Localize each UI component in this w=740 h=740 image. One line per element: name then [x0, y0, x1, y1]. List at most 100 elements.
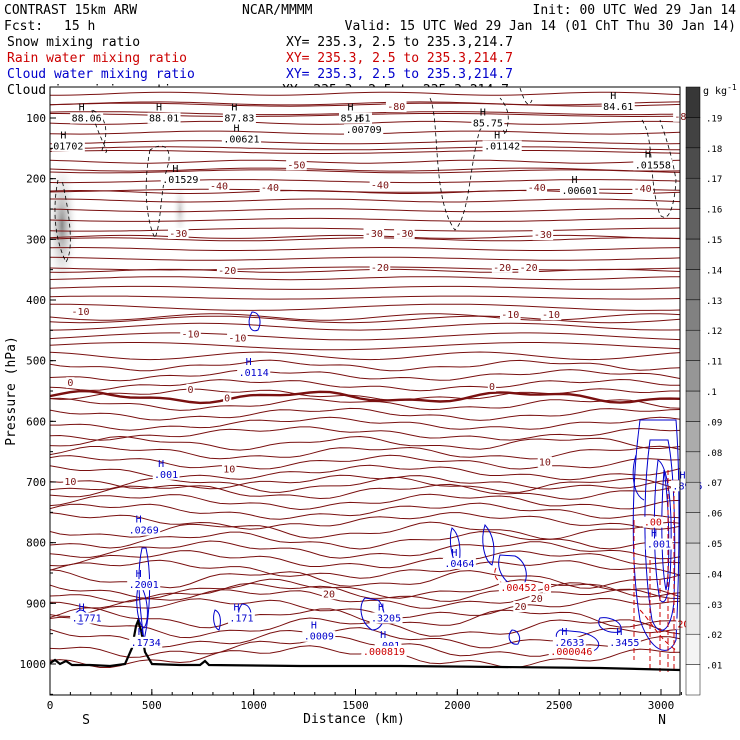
label-bg — [491, 261, 513, 273]
x-end-south: S — [82, 713, 90, 728]
cloud-label-value: .1734 — [131, 638, 161, 649]
label-bg — [223, 392, 232, 404]
valid-time: Valid: 15 UTC Wed 29 Jan 14 (01 ChT Thu … — [345, 19, 736, 34]
temp-labels-value: -40 — [634, 184, 652, 195]
cloud-label-value: .2001 — [129, 580, 159, 591]
label-bg — [168, 227, 189, 239]
temp-labels-value: 20 — [514, 602, 526, 613]
label-bg — [147, 112, 181, 124]
colorbar-tick-label: .09 — [706, 418, 722, 428]
temperature-contour-line — [50, 198, 680, 203]
label-bg — [633, 159, 673, 171]
colorbar-unit: g kg-1 — [703, 83, 737, 97]
temp-labels-value: -80 — [387, 102, 405, 113]
label-bg — [542, 582, 552, 594]
temp-labels-value: 0 — [489, 382, 495, 393]
temp-labels-value: -10 — [72, 307, 90, 318]
colorbar-cell — [685, 542, 701, 574]
rain-label-value: .00452 — [500, 583, 536, 594]
label-bg — [70, 612, 104, 624]
snow-label-group-h-marker: H — [172, 164, 178, 175]
x-tick-label: 1000 — [240, 699, 267, 712]
cloud-label-group-h-marker: H — [136, 515, 142, 526]
cloud-label-group-h-marker: H — [561, 627, 567, 638]
label-bg — [363, 227, 385, 239]
colorbar-tick-label: .07 — [706, 479, 722, 489]
cloud-label-group-h-marker: H — [380, 630, 386, 641]
label-bg — [152, 468, 180, 480]
label-bg — [394, 227, 415, 239]
label-bg — [540, 309, 562, 321]
label-bg — [51, 140, 85, 152]
x-axis-label: Distance (km) — [303, 712, 405, 727]
label-bg — [529, 593, 544, 605]
temp-labels-value: -40 — [371, 180, 389, 191]
temperature-contour-line — [50, 285, 680, 290]
snow-label-value: .00621 — [223, 134, 259, 145]
temperature-contour-line — [50, 607, 680, 629]
cloud-contour — [482, 524, 495, 566]
label-bg — [642, 516, 664, 528]
legend-cloudwater-name: Cloud water mixing ratio — [7, 67, 195, 82]
y-axis-label: Pressure (hPa) — [4, 336, 19, 446]
colorbar-cell — [685, 269, 701, 301]
temperature-contour-line — [50, 159, 680, 164]
y-tick-label: 600 — [26, 415, 46, 428]
snow-label-value: 01702 — [53, 142, 83, 153]
snow-label-group-h-marker: H — [480, 107, 486, 118]
temperature-contour-line — [50, 179, 680, 184]
temperature-contour-line — [50, 101, 680, 106]
label-bg — [227, 332, 248, 344]
label-bg — [632, 183, 653, 195]
temperature-contour-line — [50, 295, 680, 300]
colorbar-tick-label: .11 — [706, 358, 722, 368]
x-axis: 0 500 1000 1500 2000 2500 3000 — [47, 689, 682, 712]
temperature-contour-line — [50, 276, 680, 281]
temp-labels-value: -30 — [534, 230, 552, 241]
snow-label-group-h-marker: H — [156, 103, 162, 114]
cloud-label-group-h-marker: H — [233, 603, 239, 614]
label-bg — [498, 582, 539, 594]
colorbar-cell — [685, 299, 701, 331]
rain-label-value: 20 — [677, 620, 689, 631]
colorbar-cell — [685, 360, 701, 392]
temp-labels-value: -10 — [228, 333, 246, 344]
snow-contour — [91, 109, 107, 153]
colorbar-cell — [685, 512, 701, 544]
colorbar-cell — [685, 208, 701, 240]
y-tick-label: 400 — [26, 294, 46, 307]
temperature-contour-line — [50, 268, 680, 273]
snow-label-group-h-marker: H — [572, 175, 578, 186]
label-bg — [601, 101, 635, 113]
colorbar: .01 .02 .03 .04 .05 .06 .07 .08 .09 .1 .11 .12 .13 .1… — [685, 86, 722, 696]
snow-label-group-h-marker: H — [79, 103, 85, 114]
temperature-contour-line — [50, 493, 680, 511]
snow-label-value: .01142 — [484, 142, 520, 153]
temp-labels-value: 10 — [223, 464, 235, 475]
cloud-contour — [248, 311, 261, 332]
temperature-contour-line — [50, 246, 680, 251]
colorbar-cell — [685, 177, 701, 209]
cloud-label-value: .2633 — [554, 638, 584, 649]
temp-labels-value: -30 — [365, 229, 383, 240]
colorbar-tick-label: .17 — [706, 175, 722, 185]
temperature-contour-line — [50, 140, 680, 145]
rain-label-value: .00 — [644, 518, 662, 529]
temp-labels-value: -40 — [528, 183, 546, 194]
temp-labels-value: -40 — [261, 183, 279, 194]
snow-label-group-h-marker: H — [610, 91, 616, 102]
temperature-contour-line — [50, 378, 680, 392]
colorbar-tick-label: .04 — [706, 570, 722, 580]
label-bg — [548, 645, 595, 657]
temp-labels-value: 20 — [323, 589, 335, 600]
temp-labels-value: -30 — [169, 229, 187, 240]
label-bg — [676, 618, 691, 630]
temperature-contour-line — [50, 502, 680, 520]
cloud-label-value: .3455 — [609, 638, 639, 649]
label-bg — [374, 639, 402, 651]
init-time: Init: 00 UTC Wed 29 Jan 14 — [533, 3, 737, 18]
cloud-contour — [213, 609, 221, 631]
snow-label-value: .00709 — [346, 125, 382, 136]
colorbar-tick-label: .18 — [706, 145, 722, 155]
temperature-contour-line — [50, 389, 680, 405]
